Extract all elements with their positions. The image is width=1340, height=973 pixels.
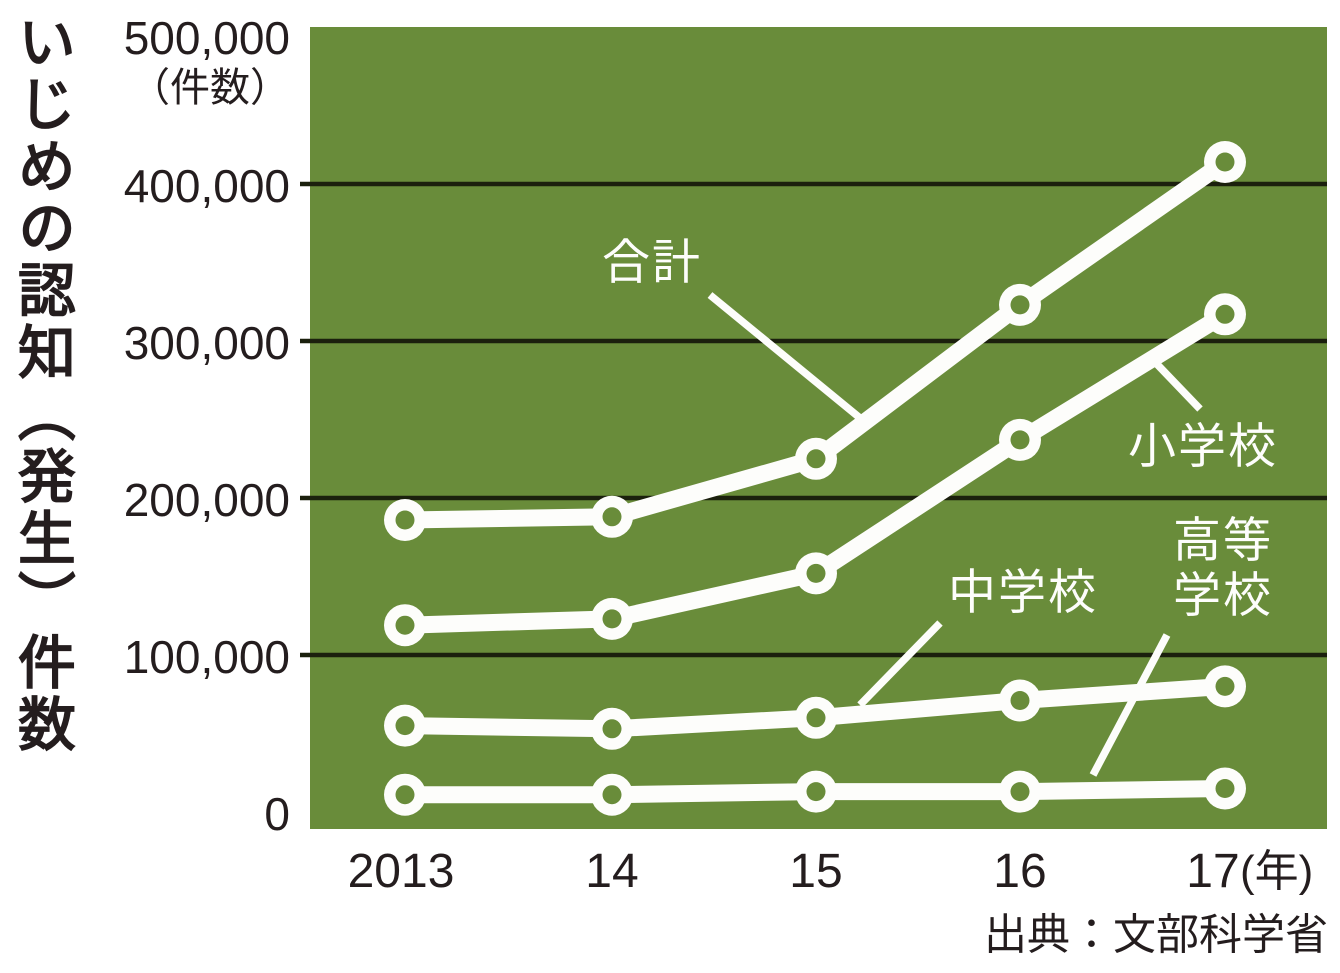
x-axis-tick-label: 15 [789,845,843,898]
data-point-marker-hole-total-2015 [806,449,826,469]
callout-line-high-school [1089,633,1171,777]
data-point-marker-hole-junior-high-2016 [1010,691,1030,710]
y-axis-tick-label: 100,000 [123,631,290,683]
data-point-marker-hole-elementary-2017 [1215,304,1235,324]
callout-line-total [707,292,863,421]
x-axis-tick-label: 14 [585,845,639,898]
series-label-junior-high: 中学校 [948,567,1098,620]
data-point-marker-hole-high-school-2014 [602,785,622,805]
y-axis-tick-label: 0 [264,788,290,840]
data-point-marker-hole-elementary-2013 [395,615,415,635]
data-point-marker-hole-junior-high-2014 [602,719,622,739]
data-point-marker-hole-total-2016 [1010,295,1030,315]
x-axis-tick-label: 2013 [347,845,455,898]
series-label-elementary: 小学校 [1128,421,1278,474]
y-axis-tick-label: 500,000 [123,12,290,64]
series-label-high-school-line1: 高等 [1173,515,1273,568]
chart-title: いじめの認知（発生）件数 [8,12,74,756]
series-label-high-school-line2: 学校 [1173,570,1273,623]
x-axis-tick-label: 17 [1186,845,1240,898]
data-point-marker-hole-elementary-2014 [602,609,622,629]
data-point-marker-hole-junior-high-2013 [395,716,415,736]
data-point-marker-hole-high-school-2016 [1010,782,1030,802]
x-axis-unit-suffix: (年) [1240,847,1314,896]
y-axis-tick-label: 300,000 [123,317,290,369]
data-point-marker-hole-elementary-2016 [1010,430,1030,450]
data-point-marker-hole-high-school-2017 [1215,779,1235,798]
data-point-marker-hole-junior-high-2015 [806,708,826,728]
data-point-marker-hole-high-school-2015 [806,782,826,802]
y-axis-tick-label: 200,000 [123,474,290,526]
y-axis-unit-label: （件数） [130,66,290,110]
series-label-total: 合計 [602,237,702,290]
y-axis-tick-label: 400,000 [123,160,290,212]
source-note: 出典：文部科学省 [984,911,1328,960]
data-point-marker-hole-high-school-2013 [395,785,415,805]
data-point-marker-hole-junior-high-2017 [1215,676,1235,696]
x-axis-tick-label: 16 [993,845,1047,898]
callout-line-elementary [1150,357,1203,412]
callout-line-junior-high [857,620,943,708]
data-point-marker-hole-total-2017 [1215,152,1235,172]
data-point-marker-hole-total-2013 [395,510,415,530]
data-point-marker-hole-total-2014 [602,507,622,527]
data-point-marker-hole-elementary-2015 [806,563,826,583]
